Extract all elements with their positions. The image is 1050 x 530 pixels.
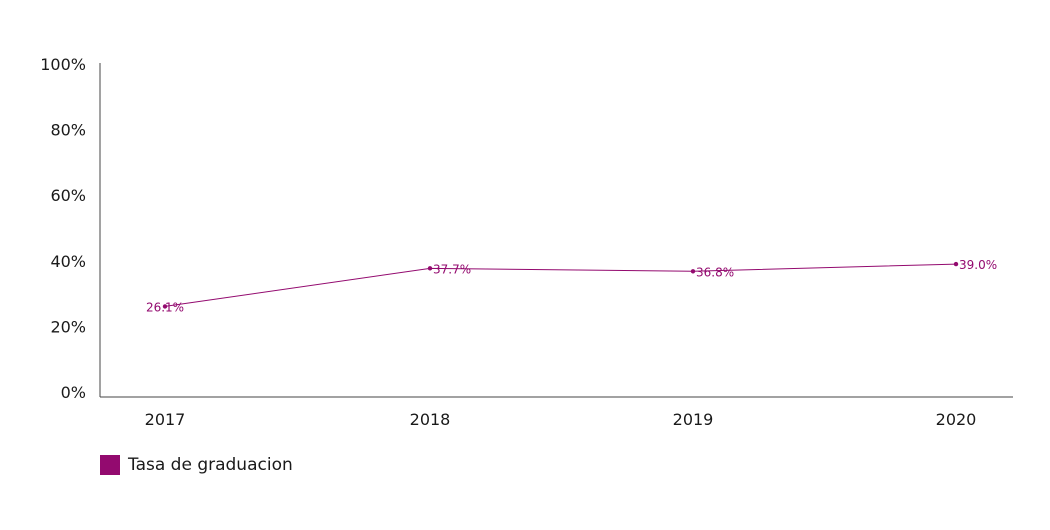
data-label: 39.0%	[959, 258, 997, 272]
legend-label: Tasa de graduacion	[128, 455, 293, 475]
x-tick-label: 2020	[936, 410, 977, 429]
data-label: 37.7%	[433, 262, 471, 276]
y-tick-label: 20%	[50, 317, 86, 336]
legend-swatch	[100, 455, 120, 475]
y-tick-label: 80%	[50, 121, 86, 140]
y-tick-label: 60%	[50, 186, 86, 205]
data-label: 36.8%	[696, 265, 734, 279]
y-tick-label: 40%	[50, 252, 86, 271]
legend: Tasa de graduacion	[100, 455, 293, 475]
y-tick-label: 0%	[61, 383, 86, 402]
x-tick-label: 2019	[673, 410, 714, 429]
x-tick-label: 2018	[410, 410, 451, 429]
data-label: 26.1%	[146, 300, 184, 314]
data-point	[162, 304, 168, 309]
data-point	[953, 261, 959, 267]
x-tick-labels: 2017 2018 2019 2020	[145, 410, 977, 429]
y-tick-label: 100%	[40, 55, 86, 74]
series-layer: 26.1% 37.7% 36.8% 39.0%	[146, 258, 997, 314]
data-point	[690, 269, 696, 274]
y-tick-labels: 0% 20% 40% 60% 80% 100%	[40, 55, 86, 402]
data-point	[427, 266, 433, 271]
series-line	[164, 263, 957, 307]
x-tick-label: 2017	[145, 410, 186, 429]
